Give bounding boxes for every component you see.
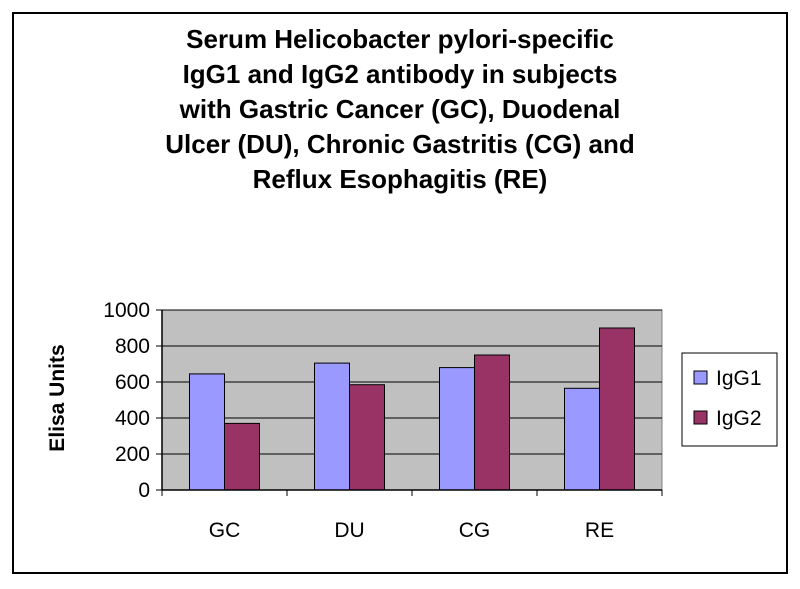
legend-label-igg1: IgG1 [716, 367, 762, 390]
y-tick-label: 600 [115, 371, 150, 394]
bar-igg1-cg [439, 367, 475, 491]
bar-igg1-re [564, 387, 600, 491]
legend: IgG1 IgG2 [681, 352, 778, 447]
x-tick-label: DU [334, 519, 364, 542]
chart-title-line-5: Reflux Esophagitis (RE) [252, 164, 548, 194]
chart-title-line-1: Serum Helicobacter pylori-specific [186, 24, 614, 54]
legend-box [681, 352, 778, 447]
y-tick-label: 1000 [103, 299, 150, 322]
x-tick-label: GC [209, 519, 241, 542]
bar-igg2-gc [224, 422, 260, 491]
y-tick-label: 800 [115, 335, 150, 358]
bar-igg1-gc [189, 373, 225, 491]
chart-title-line-3: with Gastric Cancer (GC), Duodenal [179, 94, 621, 124]
chart-title-line-2: IgG1 and IgG2 antibody in subjects [182, 59, 618, 89]
bar-igg1-du [314, 362, 350, 491]
bar-igg2-cg [474, 354, 510, 491]
chart-title-line-4: Ulcer (DU), Chronic Gastritis (CG) and [165, 129, 635, 159]
axes: 0 200 400 600 800 1000 GC DU CG RE [103, 299, 663, 542]
x-tick-label: RE [585, 519, 614, 542]
legend-swatch-igg2 [693, 410, 708, 425]
x-tick-label: CG [459, 519, 491, 542]
bar-igg2-du [349, 384, 385, 491]
y-tick-label: 0 [138, 479, 150, 502]
chart-title: Serum Helicobacter pylori-specific IgG1 … [0, 22, 800, 197]
y-tick-label: 200 [115, 443, 150, 466]
bar-igg2-re [599, 327, 635, 491]
y-axis-label: Elisa Units [46, 344, 69, 451]
y-tick-label: 400 [115, 407, 150, 430]
legend-swatch-igg1 [693, 370, 708, 385]
legend-label-igg2: IgG2 [716, 407, 762, 430]
bars [189, 327, 635, 491]
